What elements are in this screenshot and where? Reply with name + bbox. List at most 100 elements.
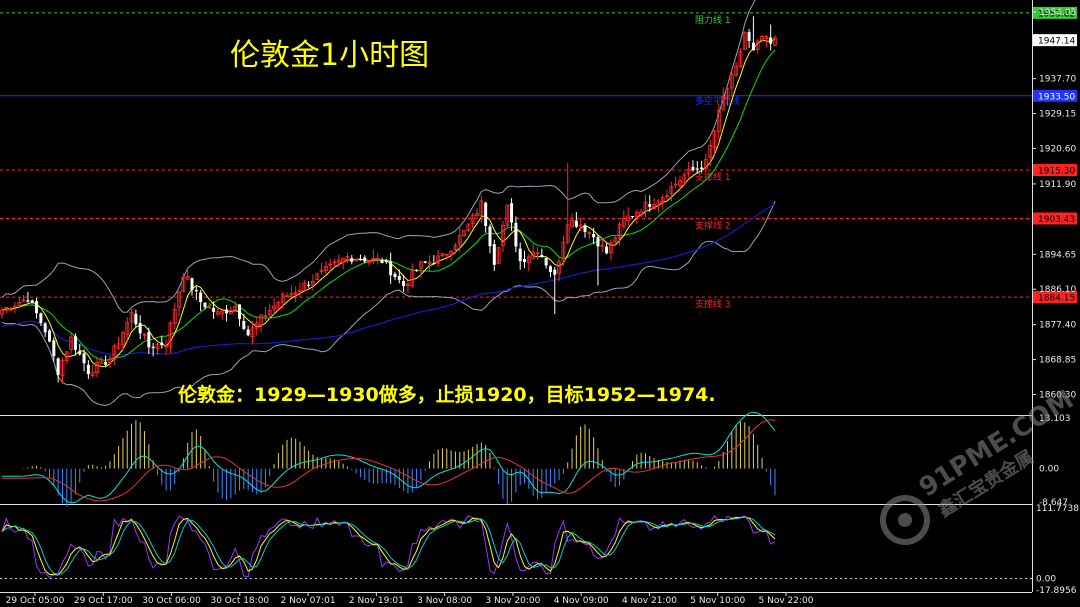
- candle-body: [298, 289, 302, 292]
- candle: [242, 313, 246, 331]
- candle: [0, 307, 4, 319]
- time-tick-label: 30 Oct 06:00: [142, 596, 201, 606]
- candle-body: [540, 254, 544, 258]
- time-tick-label: 29 Oct 05:00: [6, 596, 65, 606]
- candle-body: [43, 323, 47, 333]
- price-tick-label: 1911.90: [1039, 180, 1076, 190]
- candle-body: [302, 282, 307, 291]
- candle-body: [276, 301, 281, 309]
- candle: [427, 255, 432, 271]
- candle-body: [665, 195, 669, 198]
- candle: [747, 28, 751, 49]
- candle: [285, 292, 289, 298]
- candle: [621, 210, 626, 231]
- candle: [99, 356, 104, 364]
- candle-body: [695, 168, 699, 170]
- candle-body: [95, 361, 99, 374]
- candle: [402, 275, 406, 292]
- candle-body: [410, 270, 415, 287]
- candle-body: [212, 307, 216, 312]
- price-tick-label: 1886.10: [1039, 285, 1076, 295]
- candle-body: [475, 213, 479, 216]
- candle-body: [104, 361, 108, 365]
- candle: [181, 272, 186, 293]
- candle-body: [177, 291, 181, 308]
- candle: [21, 295, 26, 303]
- time-axis: 29 Oct 05:00 29 Oct 17:00 30 Oct 06:00 30 O…: [6, 592, 814, 606]
- candle-body: [544, 257, 548, 266]
- candle: [678, 175, 682, 192]
- candle-body: [738, 51, 743, 68]
- oscillator-pane: 111.7738 0.00-17.8956: [0, 504, 1079, 596]
- candle: [436, 250, 441, 268]
- candle-body: [634, 211, 639, 217]
- candle-body: [30, 300, 34, 303]
- candle-body: [332, 261, 337, 264]
- candle: [43, 322, 47, 337]
- candle: [160, 335, 164, 349]
- candle-body: [427, 261, 432, 264]
- candle: [280, 292, 285, 309]
- bollinger-bands: [1, 0, 776, 407]
- candle: [518, 242, 522, 270]
- candle: [363, 255, 367, 264]
- candle: [52, 337, 56, 362]
- candle-body: [704, 159, 708, 170]
- candle-body: [99, 359, 104, 364]
- candle: [691, 160, 695, 172]
- candle: [254, 316, 259, 336]
- macd-line: [2, 411, 776, 504]
- candle-body: [384, 261, 388, 263]
- candle-body: [492, 244, 496, 265]
- candle: [60, 357, 65, 385]
- candle-body: [553, 269, 557, 275]
- candle-body: [328, 263, 333, 266]
- candle-body: [246, 329, 250, 336]
- candle: [39, 312, 43, 326]
- level-label-2: 支撑线 1: [695, 171, 731, 183]
- candle: [734, 61, 739, 77]
- candle: [246, 325, 250, 337]
- candle: [470, 212, 475, 228]
- candle-body: [432, 262, 436, 264]
- candle-body: [630, 215, 634, 217]
- candle-body: [181, 276, 186, 293]
- candle: [660, 194, 665, 210]
- candle: [423, 261, 427, 264]
- candle-body: [112, 345, 117, 360]
- candle-body: [216, 311, 220, 315]
- candle: [151, 342, 155, 357]
- candle-body: [700, 167, 704, 169]
- candle-body: [116, 343, 121, 349]
- time-tick-label: 2 Nov 07:01: [281, 596, 336, 606]
- candle: [345, 252, 350, 263]
- candle: [721, 87, 726, 111]
- candle: [336, 254, 341, 267]
- candlesticks: 1947.14: [0, 16, 1077, 385]
- candle: [155, 342, 160, 356]
- candle-body: [393, 273, 397, 277]
- price-tick-label: 1920.60: [1039, 144, 1076, 154]
- candle-body: [69, 336, 73, 350]
- band-upper: [1, 0, 756, 313]
- candle: [121, 330, 125, 352]
- level-label-3: 支撑线 2: [695, 219, 731, 231]
- candle: [328, 258, 333, 273]
- candle-body: [341, 258, 346, 263]
- candle-body: [423, 261, 427, 263]
- candle-body: [708, 144, 713, 158]
- candle-body: [440, 253, 445, 257]
- candle-body: [73, 336, 77, 350]
- candle-body: [523, 259, 527, 263]
- candle-body: [484, 202, 488, 226]
- candle-body: [280, 294, 285, 303]
- candle-body: [250, 327, 255, 338]
- time-tick-label: 2 Nov 19:01: [349, 596, 404, 606]
- candle: [104, 355, 108, 366]
- candle: [738, 48, 743, 68]
- candle-body: [535, 252, 540, 255]
- candle: [561, 235, 566, 267]
